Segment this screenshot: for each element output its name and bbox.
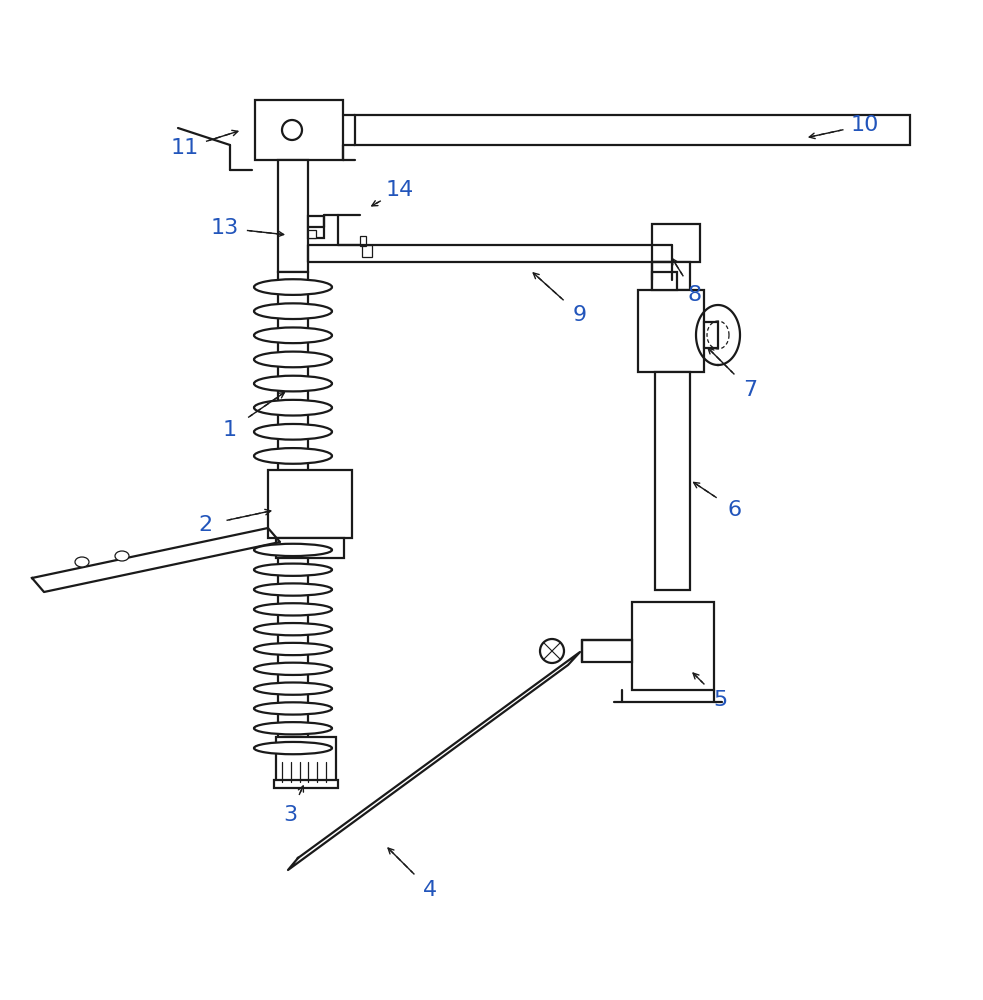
Ellipse shape bbox=[254, 327, 332, 343]
Text: 14: 14 bbox=[386, 180, 414, 200]
Bar bbox=[278, 272, 308, 782]
Ellipse shape bbox=[254, 603, 332, 616]
Bar bbox=[268, 470, 352, 538]
Bar bbox=[255, 100, 343, 160]
Bar bbox=[655, 372, 690, 590]
Text: 13: 13 bbox=[211, 218, 239, 238]
Ellipse shape bbox=[254, 663, 332, 675]
Bar bbox=[362, 245, 372, 257]
Bar bbox=[308, 216, 324, 238]
Text: 6: 6 bbox=[728, 500, 742, 520]
Bar bbox=[652, 262, 690, 290]
Bar bbox=[278, 160, 308, 272]
Bar bbox=[360, 236, 366, 246]
Ellipse shape bbox=[254, 424, 332, 440]
Bar bbox=[652, 272, 677, 290]
Ellipse shape bbox=[254, 376, 332, 391]
Bar bbox=[276, 538, 344, 558]
Ellipse shape bbox=[254, 702, 332, 715]
Bar bbox=[355, 115, 910, 145]
Bar bbox=[638, 290, 704, 372]
Bar bbox=[276, 737, 336, 782]
Text: 9: 9 bbox=[573, 305, 587, 325]
Text: 8: 8 bbox=[688, 285, 702, 305]
Text: 11: 11 bbox=[171, 138, 200, 158]
Bar bbox=[308, 230, 316, 238]
Bar bbox=[632, 602, 714, 690]
Ellipse shape bbox=[254, 643, 332, 655]
Ellipse shape bbox=[254, 279, 332, 295]
Text: 5: 5 bbox=[713, 690, 727, 710]
Ellipse shape bbox=[254, 352, 332, 367]
Ellipse shape bbox=[254, 544, 332, 556]
Text: 2: 2 bbox=[198, 515, 212, 535]
Ellipse shape bbox=[254, 400, 332, 416]
Ellipse shape bbox=[254, 303, 332, 319]
Ellipse shape bbox=[254, 623, 332, 635]
Text: 7: 7 bbox=[743, 380, 757, 400]
Polygon shape bbox=[288, 652, 580, 870]
Bar bbox=[274, 780, 338, 788]
Polygon shape bbox=[32, 528, 280, 592]
Ellipse shape bbox=[254, 722, 332, 734]
Text: 4: 4 bbox=[423, 880, 437, 900]
Ellipse shape bbox=[254, 564, 332, 576]
Bar bbox=[582, 640, 632, 662]
Text: 1: 1 bbox=[223, 420, 237, 440]
Text: 10: 10 bbox=[851, 115, 879, 135]
Ellipse shape bbox=[254, 448, 332, 464]
Text: 3: 3 bbox=[283, 805, 297, 825]
Ellipse shape bbox=[75, 557, 89, 567]
Bar bbox=[704, 322, 718, 348]
Bar bbox=[652, 224, 700, 262]
Ellipse shape bbox=[254, 742, 332, 754]
Ellipse shape bbox=[254, 583, 332, 596]
Ellipse shape bbox=[254, 682, 332, 695]
Ellipse shape bbox=[115, 551, 129, 561]
